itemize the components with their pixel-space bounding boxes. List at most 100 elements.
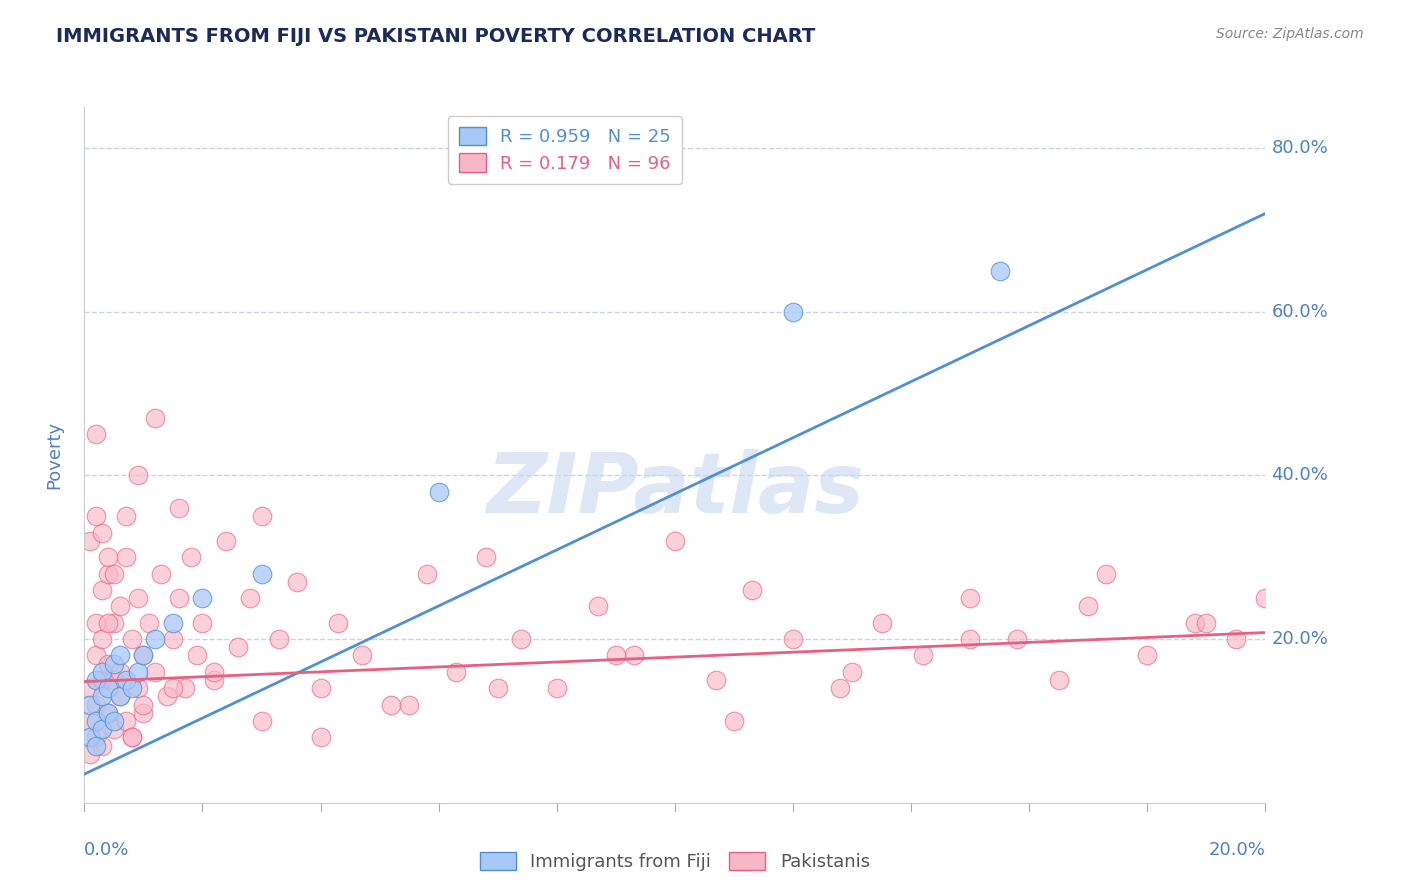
Point — [180, 550, 202, 565]
Point — [250, 509, 273, 524]
Point — [84, 427, 107, 442]
Point — [1225, 632, 1247, 646]
Point — [988, 264, 1011, 278]
Point — [79, 698, 101, 712]
Point — [191, 615, 214, 630]
Point — [191, 591, 214, 606]
Text: ZIPatlas: ZIPatlas — [486, 450, 863, 530]
Point — [1095, 566, 1118, 581]
Point — [84, 673, 107, 687]
Point — [97, 550, 120, 565]
Point — [84, 698, 107, 712]
Point — [1184, 615, 1206, 630]
Point — [239, 591, 262, 606]
Point — [84, 714, 107, 728]
Point — [911, 648, 934, 663]
Point — [132, 648, 155, 663]
Point — [269, 632, 291, 646]
Legend: R = 0.959   N = 25, R = 0.179   N = 96: R = 0.959 N = 25, R = 0.179 N = 96 — [447, 116, 682, 184]
Point — [841, 665, 863, 679]
Point — [328, 615, 350, 630]
Point — [1007, 632, 1029, 646]
Point — [79, 533, 101, 548]
Point — [91, 525, 114, 540]
Point — [285, 574, 308, 589]
Point — [114, 714, 136, 728]
Point — [1136, 648, 1159, 663]
Point — [84, 731, 107, 745]
Point — [108, 690, 131, 704]
Point — [91, 690, 114, 704]
Point — [959, 632, 981, 646]
Point — [586, 599, 609, 614]
Text: 20.0%: 20.0% — [1271, 630, 1329, 648]
Point — [416, 566, 439, 581]
Point — [202, 665, 225, 679]
Point — [103, 615, 125, 630]
Point — [121, 632, 143, 646]
Point — [226, 640, 249, 655]
Point — [427, 484, 450, 499]
Point — [103, 722, 125, 736]
Point — [1077, 599, 1099, 614]
Point — [103, 714, 125, 728]
Point — [79, 681, 101, 696]
Point — [84, 615, 107, 630]
Point — [186, 648, 208, 663]
Point — [91, 739, 114, 753]
Point — [309, 731, 332, 745]
Point — [127, 468, 149, 483]
Point — [132, 648, 155, 663]
Point — [91, 632, 114, 646]
Point — [1047, 673, 1070, 687]
Point — [830, 681, 852, 696]
Point — [114, 673, 136, 687]
Point — [143, 665, 166, 679]
Point — [84, 648, 107, 663]
Point — [114, 550, 136, 565]
Point — [162, 615, 184, 630]
Point — [475, 550, 498, 565]
Point — [97, 615, 120, 630]
Point — [91, 673, 114, 687]
Point — [108, 665, 131, 679]
Point — [623, 648, 645, 663]
Text: 20.0%: 20.0% — [1209, 841, 1265, 859]
Point — [173, 681, 195, 696]
Point — [741, 582, 763, 597]
Point — [108, 599, 131, 614]
Point — [91, 722, 114, 736]
Point — [486, 681, 509, 696]
Y-axis label: Poverty: Poverty — [45, 421, 63, 489]
Point — [167, 591, 190, 606]
Text: 40.0%: 40.0% — [1271, 467, 1329, 484]
Point — [143, 632, 166, 646]
Point — [127, 665, 149, 679]
Point — [167, 501, 190, 516]
Point — [510, 632, 533, 646]
Point — [108, 648, 131, 663]
Point — [162, 681, 184, 696]
Text: 0.0%: 0.0% — [84, 841, 129, 859]
Point — [870, 615, 893, 630]
Point — [664, 533, 686, 548]
Point — [103, 673, 125, 687]
Point — [350, 648, 373, 663]
Point — [121, 731, 143, 745]
Point — [108, 690, 131, 704]
Point — [97, 566, 120, 581]
Point — [121, 731, 143, 745]
Point — [143, 411, 166, 425]
Point — [97, 681, 120, 696]
Point — [132, 706, 155, 720]
Point — [398, 698, 420, 712]
Point — [97, 706, 120, 720]
Point — [446, 665, 468, 679]
Point — [84, 509, 107, 524]
Legend: Immigrants from Fiji, Pakistanis: Immigrants from Fiji, Pakistanis — [472, 845, 877, 879]
Text: 60.0%: 60.0% — [1271, 302, 1329, 321]
Point — [782, 632, 804, 646]
Point — [79, 747, 101, 761]
Point — [91, 665, 114, 679]
Point — [156, 690, 179, 704]
